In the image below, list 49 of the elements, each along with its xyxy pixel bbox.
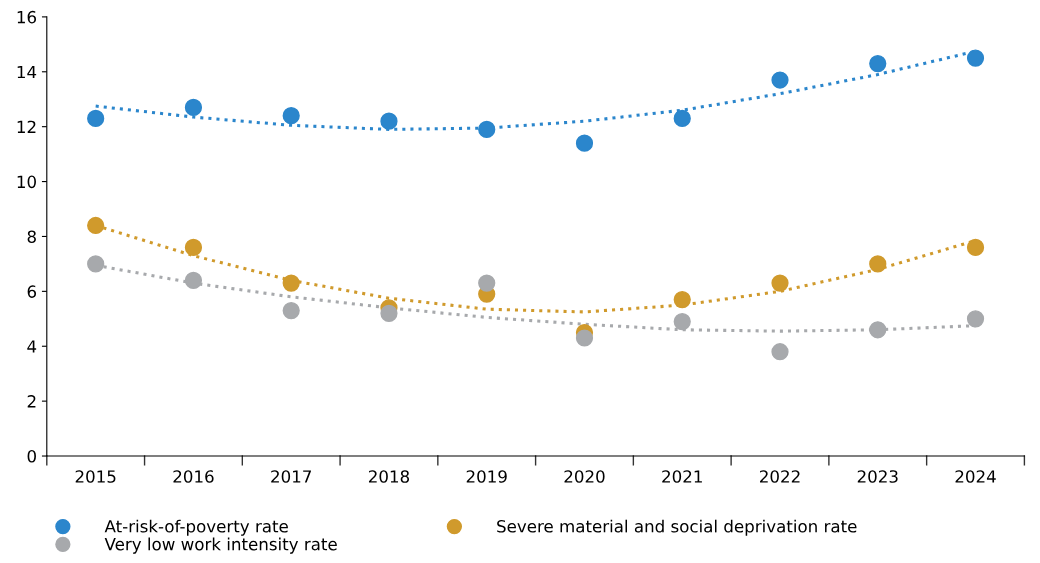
- x-tick-label: 2015: [75, 470, 116, 483]
- x-tick-label: 2017: [271, 470, 311, 483]
- point: [184, 238, 203, 257]
- legend-label: Severe material and social deprivation rate: [497, 519, 857, 536]
- point: [673, 290, 691, 309]
- point: [966, 238, 985, 257]
- y-tick-label: 0: [27, 449, 36, 463]
- point: [771, 343, 789, 361]
- point: [771, 71, 789, 89]
- point: [380, 112, 398, 130]
- point: [87, 109, 105, 128]
- y-tick-label: 6: [27, 285, 37, 298]
- point: [184, 98, 203, 117]
- point: [478, 274, 496, 292]
- x-tick-label: 2021: [662, 470, 702, 483]
- x-tick-label: 2023: [857, 470, 898, 483]
- point: [282, 301, 300, 320]
- point: [380, 304, 398, 322]
- point: [673, 109, 691, 128]
- y-tick-label: 4: [27, 340, 37, 353]
- x-tick-label: 2016: [173, 470, 214, 483]
- point: [282, 107, 300, 125]
- point: [184, 271, 203, 289]
- point: [282, 274, 300, 292]
- point: [869, 321, 887, 339]
- x-tick-label: 2019: [466, 470, 507, 483]
- legend-label: At-risk-of-poverty rate: [104, 519, 288, 536]
- legend-label: Very low work intensity rate: [104, 537, 337, 554]
- point: [87, 216, 105, 235]
- y-tick-label: 2: [27, 395, 36, 408]
- y-tick-label: 10: [17, 175, 36, 189]
- y-tick-label: 8: [27, 230, 36, 244]
- point: [87, 255, 105, 273]
- point: [966, 310, 985, 328]
- x-tick-label: 2022: [760, 470, 800, 483]
- y-tick-label: 16: [17, 10, 37, 24]
- y-tick-label: 12: [17, 120, 36, 134]
- x-tick-label: 2024: [955, 470, 996, 483]
- point: [966, 49, 985, 67]
- x-tick-label: 2018: [368, 470, 410, 483]
- x-tick-label: 2020: [564, 470, 605, 483]
- point: [869, 255, 887, 273]
- point: [869, 54, 887, 73]
- point: [478, 120, 496, 139]
- y-tick-label: 14: [17, 65, 37, 79]
- point: [575, 329, 594, 347]
- point: [771, 274, 789, 292]
- point: [673, 312, 691, 331]
- point: [575, 134, 594, 152]
